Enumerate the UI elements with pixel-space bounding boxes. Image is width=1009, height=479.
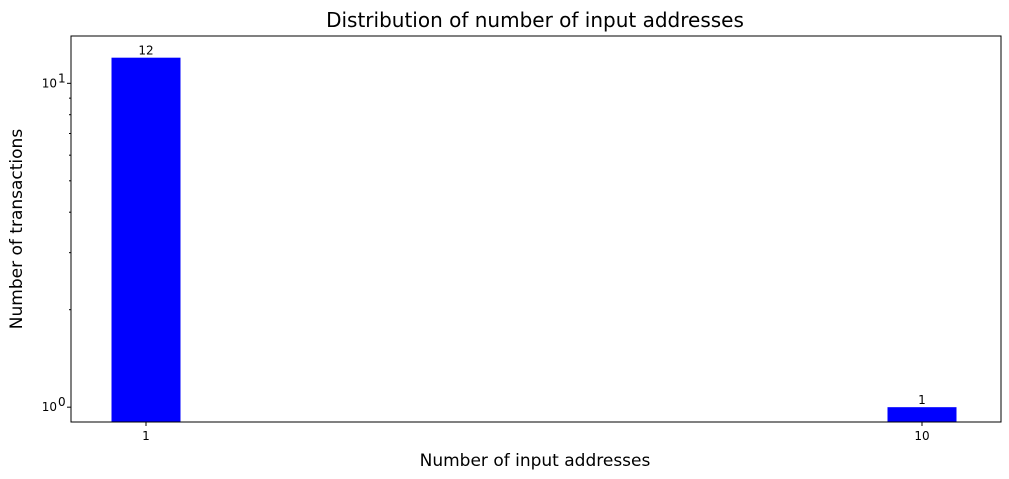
y-tick-exponent: 0 [58, 395, 66, 409]
y-tick-exponent: 1 [58, 71, 66, 85]
x-tick-label: 10 [914, 429, 929, 443]
data-label-1: 12 [138, 44, 153, 58]
x-axis-ticks: 1 10 [142, 422, 930, 443]
bar-1 [111, 57, 181, 423]
y-tick-label: 10 [42, 400, 57, 414]
x-tick-label: 1 [142, 429, 150, 443]
chart-title: Distribution of number of input addresse… [326, 8, 744, 32]
x-axis-label: Number of input addresses [420, 451, 651, 471]
y-tick-label: 10 [42, 76, 57, 90]
y-tick-base: 10 [42, 400, 57, 414]
plot-frame [70, 35, 1002, 423]
bars-group: 12 1 [111, 44, 957, 423]
y-axis-label: Number of transactions [7, 129, 27, 330]
data-label-10: 1 [918, 393, 926, 407]
bar-10 [887, 407, 957, 422]
y-tick-base: 10 [42, 76, 57, 90]
